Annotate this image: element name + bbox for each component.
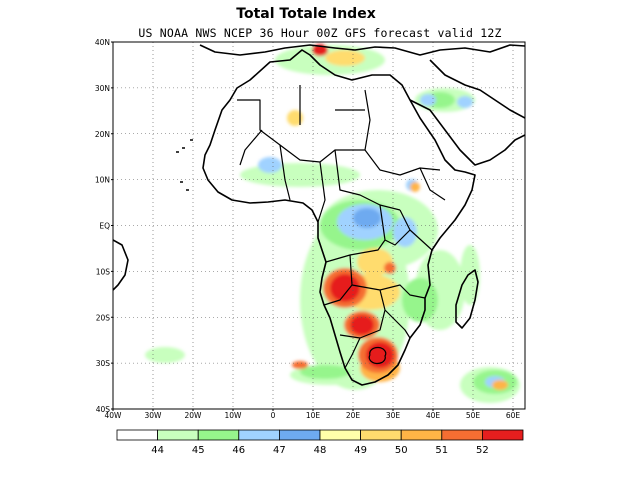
colorbar-swatch	[157, 429, 199, 441]
lat-tick-label: 30S	[96, 359, 111, 368]
coastlines	[113, 44, 525, 386]
country-borders	[237, 85, 446, 369]
field-patch	[240, 163, 360, 187]
field-patch	[258, 157, 282, 173]
colorbar-swatch	[400, 429, 443, 441]
field-patch	[300, 365, 350, 379]
colorbar-label: 44	[151, 445, 164, 456]
lon-tick-label: 10E	[306, 411, 321, 420]
index-shading	[145, 44, 520, 403]
colorbar-swatch	[360, 429, 402, 441]
lon-tick-label: 30W	[145, 411, 163, 420]
canary-islands	[176, 139, 193, 153]
colorbar-label: 48	[314, 445, 327, 456]
map-title: Total Totale Index	[236, 6, 376, 22]
field-patch	[457, 96, 473, 108]
lat-tick-label: 20S	[96, 313, 111, 322]
lon-tick-label: 30E	[386, 411, 401, 420]
colorbar-label: 50	[395, 445, 408, 456]
colorbar-label: 45	[192, 445, 205, 456]
field-patch	[460, 245, 480, 305]
lat-tick-label: 40S	[96, 405, 111, 414]
colorbar-label: 47	[273, 445, 286, 456]
field-patch	[353, 208, 381, 228]
lon-tick-label: 20W	[185, 411, 203, 420]
colorbar: 44 45 46 47 48 49 50 51 52	[116, 429, 524, 456]
lat-tick-label: 10S	[96, 267, 111, 276]
field-patch	[350, 315, 374, 335]
colorbar-swatch	[481, 429, 524, 441]
colorbar-swatch	[319, 429, 361, 441]
field-patch	[492, 380, 508, 390]
madagascar	[455, 269, 479, 329]
graticule	[113, 42, 525, 409]
field-patch	[402, 278, 438, 322]
colorbar-swatch	[441, 429, 483, 441]
lon-tick-label: 0	[271, 411, 276, 420]
field-patch	[410, 182, 420, 192]
lon-tick-label: 10W	[225, 411, 243, 420]
field-patch	[366, 342, 394, 368]
cape-verde	[180, 181, 189, 191]
colorbar-label: 46	[232, 445, 245, 456]
field-patch	[330, 274, 360, 302]
lon-tick-label: 40W	[105, 411, 123, 420]
colorbar-label: 49	[354, 445, 367, 456]
lat-tick-label: 40N	[95, 38, 110, 47]
lon-tick-label: 50E	[466, 411, 481, 420]
field-patch	[384, 262, 396, 274]
colorbar-swatch	[197, 429, 240, 441]
field-patch	[357, 248, 393, 276]
field-patch	[145, 347, 185, 363]
south-america	[113, 239, 129, 291]
colorbar-label: 51	[435, 445, 448, 456]
field-patch	[393, 217, 417, 247]
field-patch	[287, 110, 303, 126]
europe-coast	[199, 44, 525, 56]
lat-tick-label: 10N	[95, 176, 110, 185]
colorbar-swatch	[116, 429, 158, 441]
lon-tick-label: 20E	[346, 411, 361, 420]
lon-tick-label: 60E	[506, 411, 521, 420]
lat-tick-label: 30N	[95, 84, 110, 93]
lat-tick-label: 20N	[95, 130, 110, 139]
field-patch	[420, 94, 436, 106]
field-patch	[325, 50, 365, 66]
lon-tick-label: 40E	[426, 411, 441, 420]
arabia	[409, 59, 525, 166]
colorbar-swatch	[238, 429, 280, 441]
colorbar-swatch	[278, 429, 321, 441]
africa-coastline	[202, 49, 476, 386]
lat-tick-label: EQ	[99, 222, 110, 231]
field-patch	[292, 361, 308, 369]
colorbar-label: 52	[476, 445, 489, 456]
